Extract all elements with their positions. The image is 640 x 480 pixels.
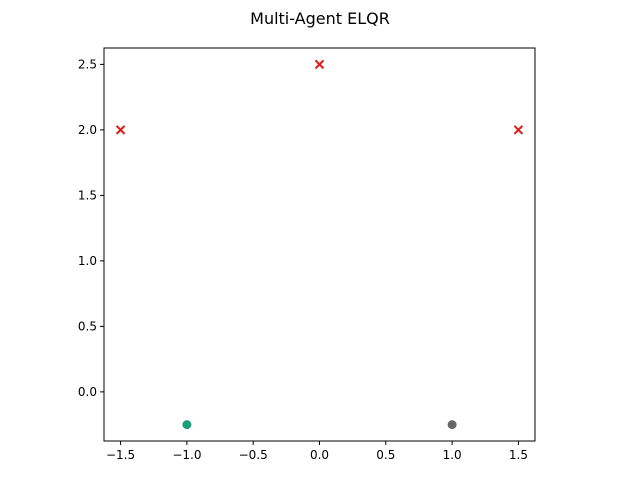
data-marks <box>115 59 524 430</box>
y-tick-label: 1.0 <box>78 254 97 268</box>
y-tick-label: 2.0 <box>78 123 97 137</box>
x-marker-stroke <box>314 59 325 70</box>
y-tick-label: 0.5 <box>78 319 97 333</box>
x-tick-label: 0.5 <box>376 448 395 462</box>
y-tick-label: 1.5 <box>78 188 97 202</box>
circle-marker-point <box>447 420 457 430</box>
x-marker-point <box>314 59 325 70</box>
x-marker-point <box>115 125 126 135</box>
x-marker-stroke <box>513 125 524 135</box>
x-tick-label: −1.5 <box>106 448 135 462</box>
y-tick-label: 2.5 <box>78 57 97 71</box>
x-marker-point <box>513 125 524 135</box>
x-tick-label: 1.5 <box>509 448 528 462</box>
circle-marker-point <box>182 420 192 430</box>
x-tick-label: −0.5 <box>239 448 268 462</box>
x-tick-label: 1.0 <box>443 448 462 462</box>
x-marker-stroke <box>115 125 126 135</box>
x-tick-label: −1.0 <box>172 448 201 462</box>
x-tick-label: 0.0 <box>310 448 329 462</box>
plot-area <box>103 47 536 442</box>
y-tick-label: 0.0 <box>78 385 97 399</box>
axis-ticks: −1.5 −1.0 −0.5 0.0 0.5 1.0 1.5 0.0 0.5 1.0 1.5 2.0 2… <box>78 57 528 462</box>
chart-title: Multi-Agent ELQR <box>250 9 390 28</box>
